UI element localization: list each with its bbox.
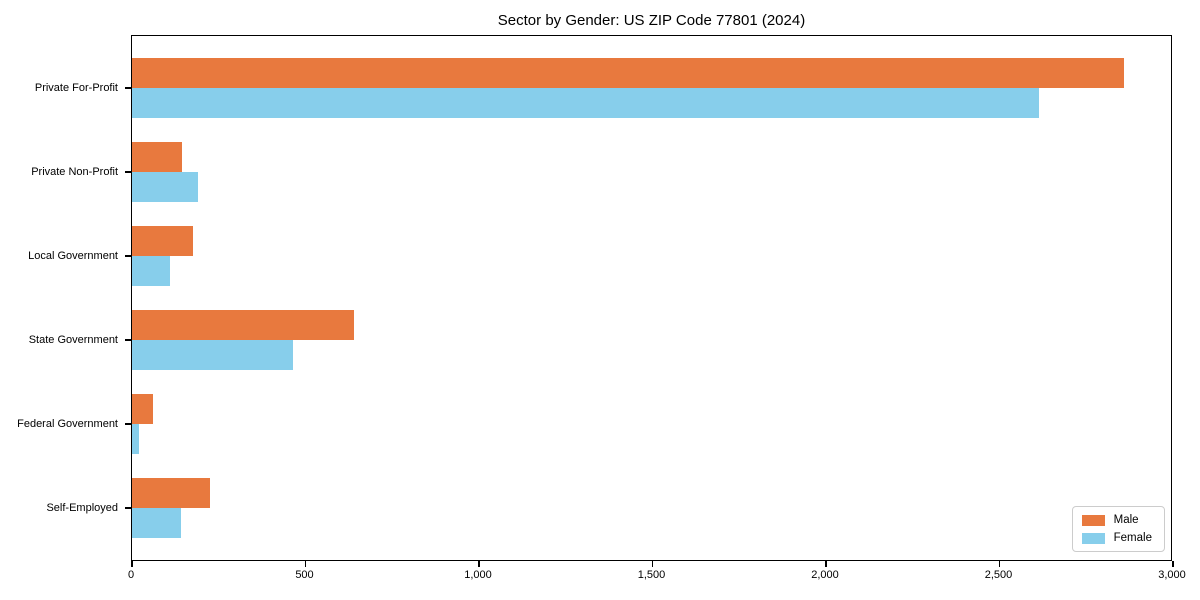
y-tick-label-private-non-profit: Private Non-Profit xyxy=(31,166,118,178)
x-tick-label-2000: 2,000 xyxy=(811,569,839,581)
y-tick-label-local-government: Local Government xyxy=(28,250,118,262)
y-tick-mark-federal-government xyxy=(125,423,131,425)
y-tick-label-self-employed: Self-Employed xyxy=(46,502,118,514)
bar-male-private-non-profit xyxy=(132,141,183,172)
bar-male-federal-government xyxy=(132,393,153,424)
x-tick-mark-1000 xyxy=(478,561,480,567)
x-tick-mark-2500 xyxy=(998,561,1000,567)
y-tick-label-federal-government: Federal Government xyxy=(17,418,118,430)
y-tick-mark-private-non-profit xyxy=(125,171,131,173)
bar-female-federal-government xyxy=(132,423,139,454)
x-tick-mark-2000 xyxy=(825,561,827,567)
bar-female-private-non-profit xyxy=(132,171,198,202)
y-tick-mark-state-government xyxy=(125,339,131,341)
bar-male-private-for-profit xyxy=(132,57,1125,88)
legend-item-male: Male xyxy=(1081,514,1152,526)
bar-female-local-government xyxy=(132,255,171,286)
x-tick-label-1000: 1,000 xyxy=(464,569,492,581)
bar-male-state-government xyxy=(132,309,355,340)
legend-swatch-female xyxy=(1081,532,1105,544)
x-tick-label-2500: 2,500 xyxy=(984,569,1013,581)
bar-male-self-employed xyxy=(132,477,211,508)
legend-label-female: Female xyxy=(1113,532,1152,544)
x-tick-mark-3000 xyxy=(1172,561,1174,567)
x-tick-mark-500 xyxy=(304,561,306,567)
bar-female-self-employed xyxy=(132,507,181,538)
legend-item-female: Female xyxy=(1081,532,1152,544)
legend: Male Female xyxy=(1071,506,1165,552)
bar-male-local-government xyxy=(132,225,193,256)
bar-female-state-government xyxy=(132,339,294,370)
x-tick-label-3000: 3,000 xyxy=(1158,569,1186,581)
y-tick-mark-local-government xyxy=(125,255,131,257)
y-tick-label-private-for-profit: Private For-Profit xyxy=(34,82,118,94)
legend-label-male: Male xyxy=(1113,514,1139,526)
x-tick-mark-1500 xyxy=(651,561,653,567)
x-tick-label-0: 0 xyxy=(127,569,135,581)
x-tick-label-1500: 1,500 xyxy=(637,569,666,581)
plot-area: Male Female xyxy=(131,35,1172,561)
legend-swatch-male xyxy=(1081,514,1105,526)
bar-female-private-for-profit xyxy=(132,87,1040,118)
x-tick-mark-0 xyxy=(131,561,133,567)
y-tick-label-state-government: State Government xyxy=(28,334,118,346)
x-tick-label-500: 500 xyxy=(295,569,314,581)
y-tick-mark-private-for-profit xyxy=(125,87,131,89)
y-tick-mark-self-employed xyxy=(125,507,131,509)
chart-title: Sector by Gender: US ZIP Code 77801 (202… xyxy=(497,12,806,29)
